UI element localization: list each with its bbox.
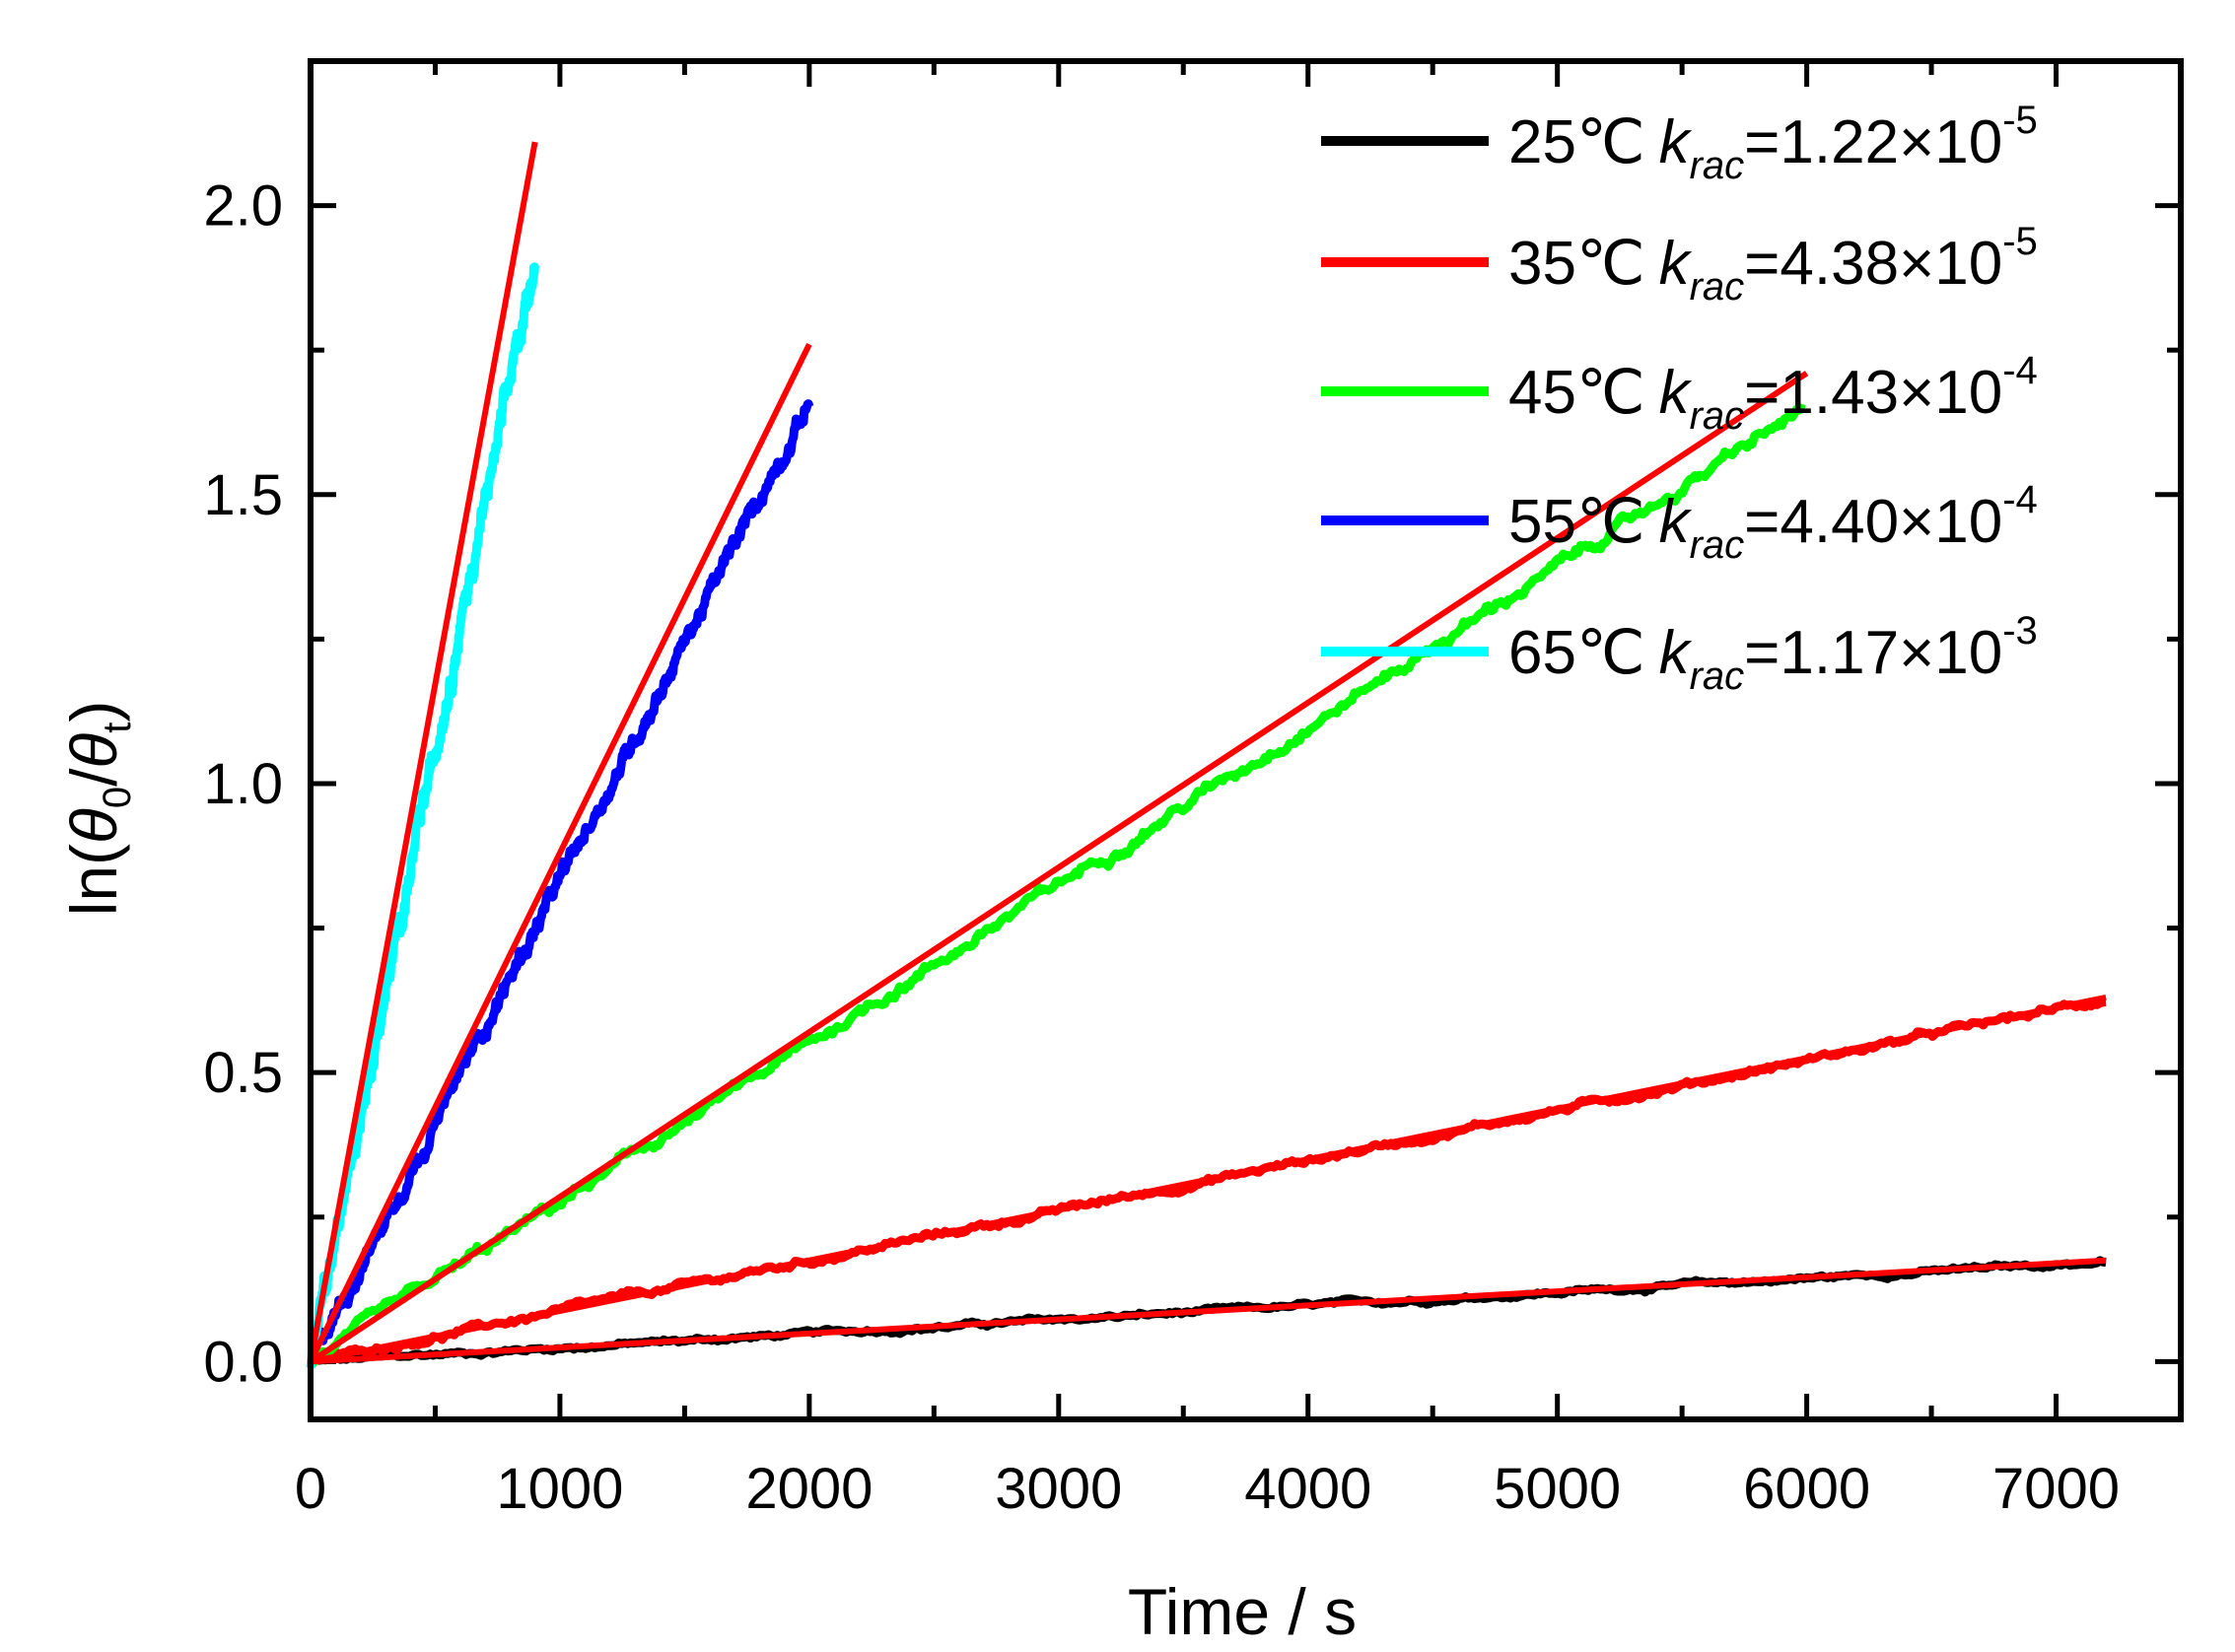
legend-entry-25c: 25℃ krac=1.22×10-5 xyxy=(1321,99,2038,187)
fit-line-2 xyxy=(310,995,2107,1365)
series-line-45c xyxy=(307,402,1806,1368)
legend: 25℃ krac=1.22×10-5 35℃ krac=4.38×10-5 45℃ k… xyxy=(1321,99,2038,698)
y-axis-title-prefix: ln( xyxy=(57,844,130,916)
y-axis-title-slash: / xyxy=(57,768,130,787)
x-tick-label: 5000 xyxy=(1494,1457,1621,1521)
x-axis-tick-labels: 0 1000 2000 3000 4000 5000 6000 7000 xyxy=(295,1457,2120,1521)
legend-label-25c: 25℃ krac=1.22×10-5 xyxy=(1508,99,2038,187)
fit-lines xyxy=(308,141,2107,1365)
y-axis-title-numerator-sub: 0 xyxy=(96,787,139,808)
legend-label-35c: 35℃ krac=4.38×10-5 xyxy=(1508,220,2038,309)
x-tick-label: 7000 xyxy=(1992,1457,2120,1521)
y-tick-label: 2.0 xyxy=(203,174,283,239)
y-tick-label: 0.0 xyxy=(203,1330,283,1394)
legend-label-55c: 55℃ krac=4.40×10-4 xyxy=(1508,478,2038,567)
legend-label-45c: 45℃ krac=1.43×10-4 xyxy=(1508,349,2038,438)
legend-entry-65c: 65℃ krac=1.17×10-3 xyxy=(1321,609,2038,698)
y-axis-title-suffix: ) xyxy=(57,701,130,723)
x-tick-label: 6000 xyxy=(1743,1457,1870,1521)
y-axis-title-numerator: θ xyxy=(57,808,130,844)
y-axis-ticks xyxy=(311,203,2181,1364)
fit-line-1 xyxy=(310,1257,2107,1365)
fit-line-5 xyxy=(308,141,538,1362)
legend-entry-45c: 45℃ krac=1.43×10-4 xyxy=(1321,349,2038,438)
x-axis-title: Time / s xyxy=(1128,1575,1357,1648)
x-tick-label: 4000 xyxy=(1244,1457,1371,1521)
x-tick-label: 1000 xyxy=(496,1457,623,1521)
x-tick-label: 2000 xyxy=(745,1457,873,1521)
plot-area-frame xyxy=(308,58,2184,1422)
legend-entry-55c: 55℃ krac=4.40×10-4 xyxy=(1321,478,2038,567)
x-tick-label: 0 xyxy=(295,1457,326,1521)
fit-line-3 xyxy=(309,371,1809,1364)
fit-line-4 xyxy=(308,343,812,1363)
legend-entry-35c: 35℃ krac=4.38×10-5 xyxy=(1321,220,2038,309)
y-axis-title: ln(θ0/θt) xyxy=(57,701,139,917)
y-axis-title-denominator: θ xyxy=(57,733,130,769)
series-line-55c xyxy=(307,399,814,1368)
y-tick-label: 1.5 xyxy=(203,463,283,527)
legend-label-65c: 65℃ krac=1.17×10-3 xyxy=(1508,609,2038,698)
y-axis-title-denominator-sub: t xyxy=(96,723,139,733)
y-axis-tick-labels: 0.0 0.5 1.0 1.5 2.0 xyxy=(203,174,283,1395)
y-tick-label: 1.0 xyxy=(203,752,283,816)
x-tick-label: 3000 xyxy=(995,1457,1122,1521)
y-tick-label: 0.5 xyxy=(203,1041,283,1105)
